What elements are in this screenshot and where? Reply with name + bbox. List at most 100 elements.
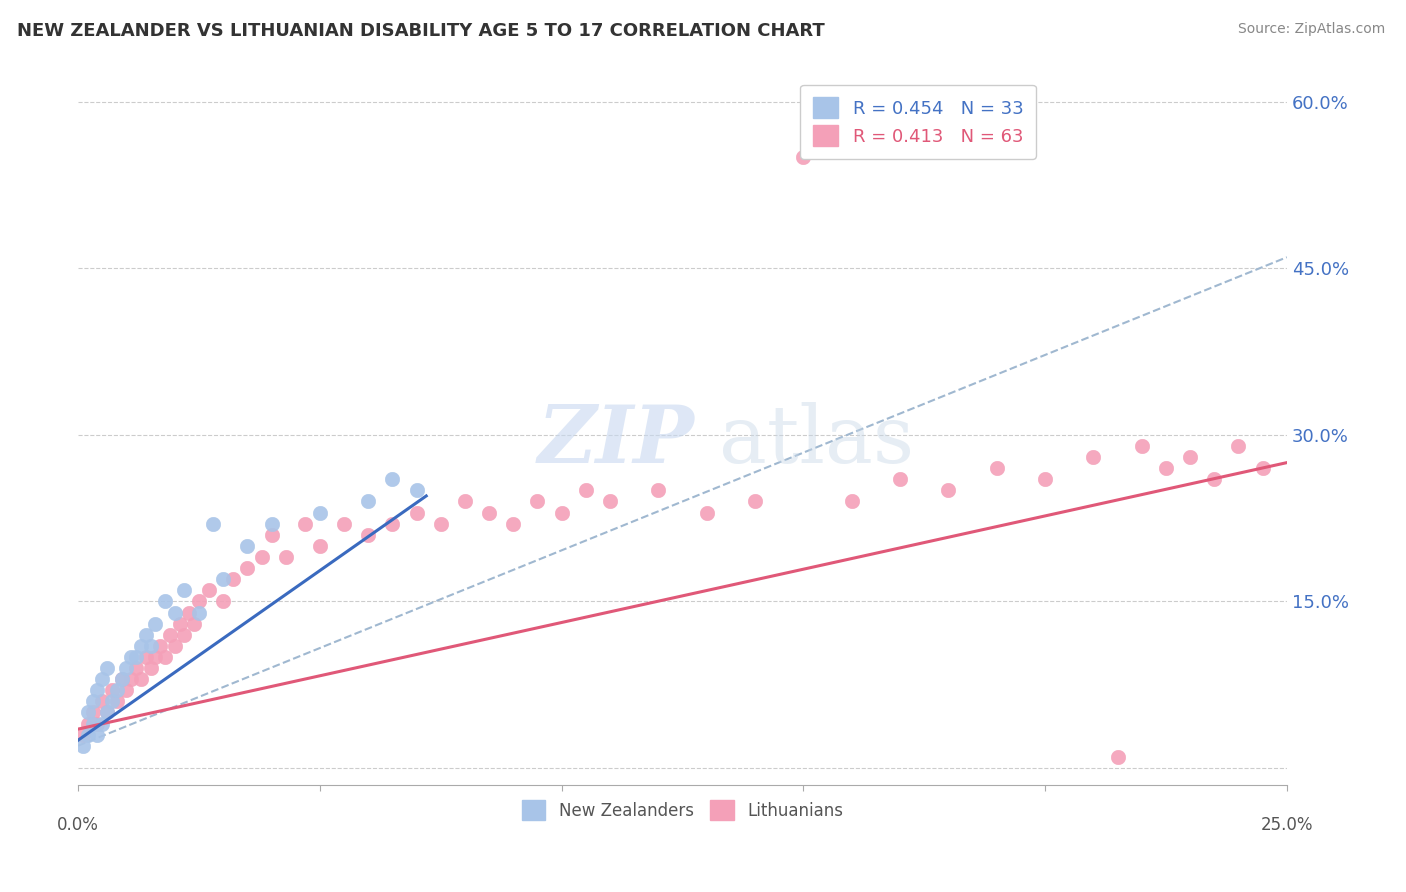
Point: [76, 716, 98, 731]
Point: [96, 706, 118, 720]
Text: Source: ZipAtlas.com: Source: ZipAtlas.com: [1237, 22, 1385, 37]
Point: [429, 516, 451, 531]
Point: [86, 716, 108, 731]
Point: [145, 649, 167, 664]
Point: [139, 639, 162, 653]
Point: [212, 572, 235, 586]
Text: 25.0%: 25.0%: [1261, 815, 1313, 834]
Point: [111, 672, 134, 686]
Point: [188, 606, 211, 620]
Point: [478, 506, 501, 520]
Point: [101, 694, 124, 708]
Point: [96, 661, 118, 675]
Point: [173, 628, 195, 642]
Point: [139, 661, 162, 675]
Point: [96, 706, 118, 720]
Point: [381, 516, 404, 531]
Point: [91, 694, 114, 708]
Point: [1083, 450, 1105, 464]
Point: [1033, 472, 1056, 486]
Point: [115, 661, 138, 675]
Point: [91, 672, 114, 686]
Point: [188, 594, 211, 608]
Point: [125, 661, 148, 675]
Point: [405, 483, 427, 498]
Point: [101, 683, 124, 698]
Point: [179, 606, 201, 620]
Point: [575, 483, 598, 498]
Point: [889, 472, 911, 486]
Point: [76, 728, 98, 742]
Text: ZIP: ZIP: [537, 402, 695, 480]
Point: [236, 561, 259, 575]
Point: [163, 606, 186, 620]
Point: [357, 494, 380, 508]
Point: [72, 728, 94, 742]
Point: [129, 672, 152, 686]
Point: [111, 672, 134, 686]
Point: [125, 649, 148, 664]
Point: [120, 672, 142, 686]
Point: [82, 706, 104, 720]
Point: [1227, 439, 1250, 453]
Point: [308, 506, 330, 520]
Legend: New Zealanders, Lithuanians: New Zealanders, Lithuanians: [516, 794, 849, 826]
Point: [202, 516, 225, 531]
Point: [550, 506, 572, 520]
Point: [163, 639, 186, 653]
Point: [792, 150, 814, 164]
Text: 0.0%: 0.0%: [58, 815, 98, 834]
Point: [647, 483, 669, 498]
Point: [744, 494, 766, 508]
Point: [599, 494, 621, 508]
Point: [274, 549, 297, 564]
Point: [86, 683, 108, 698]
Point: [1204, 472, 1226, 486]
Point: [183, 616, 205, 631]
Point: [76, 706, 98, 720]
Point: [105, 694, 128, 708]
Point: [86, 728, 108, 742]
Point: [91, 716, 114, 731]
Point: [135, 649, 157, 664]
Point: [454, 494, 477, 508]
Point: [236, 539, 259, 553]
Point: [986, 461, 1008, 475]
Point: [197, 583, 219, 598]
Point: [250, 549, 273, 564]
Point: [105, 683, 128, 698]
Point: [72, 739, 94, 753]
Point: [1130, 439, 1153, 453]
Point: [696, 506, 718, 520]
Point: [381, 472, 404, 486]
Text: NEW ZEALANDER VS LITHUANIAN DISABILITY AGE 5 TO 17 CORRELATION CHART: NEW ZEALANDER VS LITHUANIAN DISABILITY A…: [17, 22, 825, 40]
Point: [149, 639, 172, 653]
Point: [115, 683, 138, 698]
Point: [173, 583, 195, 598]
Point: [841, 494, 863, 508]
Point: [135, 628, 157, 642]
Point: [405, 506, 427, 520]
Point: [502, 516, 524, 531]
Point: [938, 483, 960, 498]
Text: atlas: atlas: [718, 402, 914, 480]
Point: [82, 694, 104, 708]
Point: [526, 494, 548, 508]
Point: [129, 639, 152, 653]
Point: [1178, 450, 1201, 464]
Point: [308, 539, 330, 553]
Point: [294, 516, 316, 531]
Point: [159, 628, 181, 642]
Point: [1251, 461, 1274, 475]
Point: [153, 594, 176, 608]
Point: [153, 649, 176, 664]
Point: [333, 516, 356, 531]
Point: [222, 572, 245, 586]
Point: [169, 616, 191, 631]
Point: [145, 616, 167, 631]
Point: [82, 716, 104, 731]
Point: [120, 649, 142, 664]
Point: [1154, 461, 1177, 475]
Point: [260, 528, 283, 542]
Point: [212, 594, 235, 608]
